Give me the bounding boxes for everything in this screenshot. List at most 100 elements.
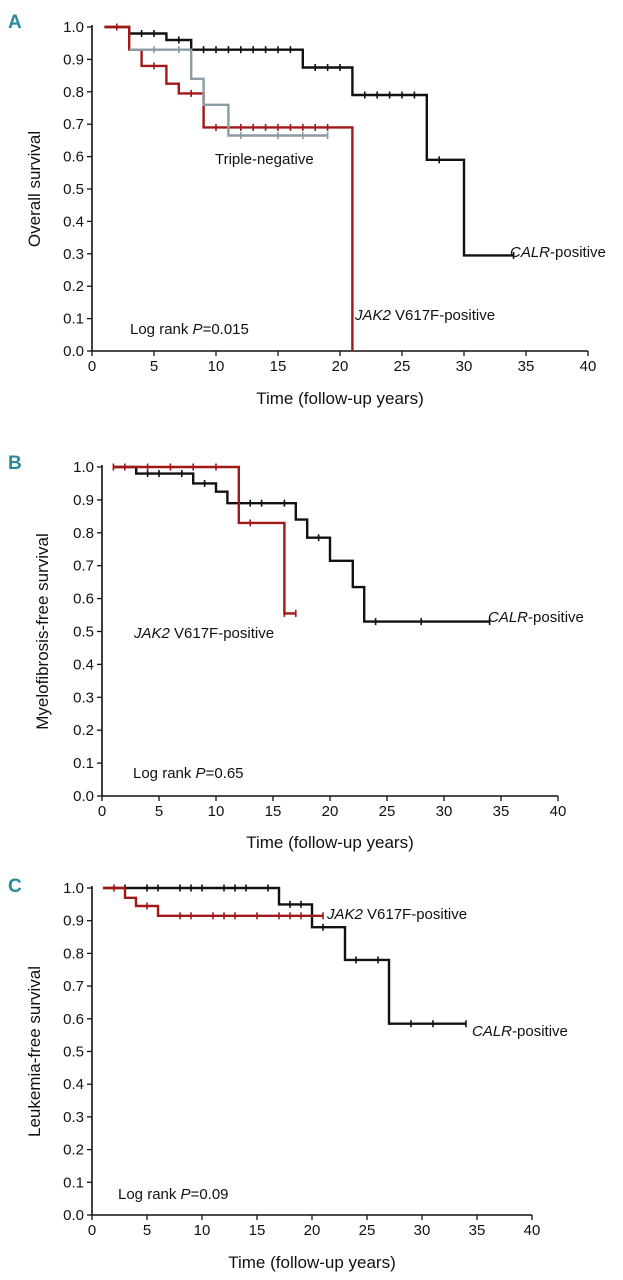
- log-rank-annotation: Log rank P=0.015: [130, 321, 249, 338]
- survival-step-line: [103, 886, 323, 917]
- y-tick-label: 0.6: [63, 1011, 84, 1028]
- panel-letter: B: [8, 453, 22, 474]
- y-tick-label: 0.9: [63, 51, 84, 68]
- y-tick-label: 0.5: [63, 181, 84, 198]
- y-tick-label: 0.0: [63, 1207, 84, 1224]
- series-label: CALR-positive: [510, 244, 606, 261]
- x-tick-label: 35: [469, 1222, 486, 1239]
- series-label-rest: -positive: [512, 1023, 568, 1040]
- x-tick-label: 15: [265, 803, 282, 820]
- y-tick-label: 1.0: [63, 880, 84, 897]
- y-tick-label: 0.4: [73, 656, 94, 673]
- series-label-rest: -positive: [550, 244, 606, 261]
- x-axis-title: Time (follow-up years): [228, 1253, 396, 1272]
- y-tick-label: 0.5: [73, 624, 94, 641]
- y-tick-label: 0.6: [63, 149, 84, 166]
- x-tick-label: 10: [194, 1222, 211, 1239]
- y-axis-title: Leukemia-free survival: [25, 966, 44, 1137]
- p-symbol: P: [193, 321, 203, 338]
- series-label-italic: CALR: [472, 1023, 512, 1040]
- x-tick-label: 0: [88, 1222, 96, 1239]
- x-tick-label: 40: [580, 358, 597, 375]
- series-label-italic: CALR: [488, 609, 528, 626]
- survival-step-line: [103, 886, 466, 1025]
- series-calr-positive: [103, 884, 467, 1028]
- series-label: CALR-positive: [488, 609, 584, 626]
- x-tick-label: 35: [493, 803, 510, 820]
- p-value: =0.09: [191, 1186, 229, 1203]
- y-tick-label: 0.7: [63, 978, 84, 995]
- survival-step-line: [104, 25, 354, 351]
- series-jak2-v617f-positive: [104, 23, 354, 351]
- y-tick-label: 0.5: [63, 1044, 84, 1061]
- x-tick-label: 30: [414, 1222, 431, 1239]
- series-label: JAK2 V617F-positive: [354, 307, 495, 324]
- log-rank-prefix: Log rank: [130, 321, 193, 338]
- x-tick-label: 20: [322, 803, 339, 820]
- y-tick-label: 0.3: [63, 1109, 84, 1126]
- y-tick-label: 0.4: [63, 213, 84, 230]
- series-label-rest: -positive: [528, 609, 584, 626]
- y-tick-label: 0.3: [73, 689, 94, 706]
- y-tick-label: 0.2: [63, 1142, 84, 1159]
- p-value: =0.015: [203, 321, 249, 338]
- survival-step-line: [113, 465, 296, 615]
- x-tick-label: 0: [98, 803, 106, 820]
- survival-step-line: [104, 25, 514, 257]
- series-label-italic: CALR: [510, 244, 550, 261]
- series-label: JAK2 V617F-positive: [133, 625, 274, 642]
- y-tick-label: 0.9: [63, 913, 84, 930]
- y-tick-label: 0.1: [73, 755, 94, 772]
- y-tick-label: 0.1: [63, 311, 84, 328]
- x-tick-label: 5: [155, 803, 163, 820]
- y-tick-label: 0.7: [63, 116, 84, 133]
- survival-step-line: [113, 465, 490, 623]
- x-tick-label: 10: [208, 803, 225, 820]
- x-tick-label: 25: [359, 1222, 376, 1239]
- panel-c: C 0.0 0.1 0.2 0.3 0.4 0.5 0.6 0.7 0.8 0.9 1.0 0 5 10 15…: [8, 876, 568, 1272]
- x-tick-label: 0: [88, 358, 96, 375]
- series-label: Triple-negative: [215, 151, 314, 168]
- x-tick-label: 15: [270, 358, 287, 375]
- x-tick-label: 5: [150, 358, 158, 375]
- panel-a: A 0.0 0.1 0.2 0.3 0.4 0.5 0.6 0.7 0.8 0.9 1.0 0 5 10 15…: [8, 12, 606, 408]
- x-tick-label: 5: [143, 1222, 151, 1239]
- series-triple-negative: [129, 46, 329, 140]
- y-axis-title: Overall survival: [25, 131, 44, 247]
- y-tick-label: 0.3: [63, 246, 84, 263]
- series-jak2-v617f-positive: [112, 463, 297, 617]
- series-label-rest: V617F-positive: [170, 625, 274, 642]
- series-label-italic: JAK2: [354, 307, 392, 324]
- survival-step-line: [129, 48, 328, 137]
- x-tick-label: 10: [208, 358, 225, 375]
- y-tick-label: 0.0: [63, 343, 84, 360]
- x-axis-title: Time (follow-up years): [246, 833, 414, 852]
- y-tick-label: 0.8: [63, 945, 84, 962]
- log-rank-prefix: Log rank: [133, 765, 196, 782]
- y-tick-label: 0.4: [63, 1076, 84, 1093]
- x-tick-label: 25: [394, 358, 411, 375]
- y-tick-label: 0.6: [73, 591, 94, 608]
- x-tick-label: 35: [518, 358, 535, 375]
- p-value: =0.65: [206, 765, 244, 782]
- panel-letter: C: [8, 876, 22, 897]
- series-label-rest: Triple-negative: [215, 151, 314, 168]
- y-tick-label: 0.8: [63, 84, 84, 101]
- x-tick-label: 40: [550, 803, 567, 820]
- log-rank-annotation: Log rank P=0.65: [133, 765, 244, 782]
- y-tick-label: 1.0: [63, 19, 84, 36]
- y-tick-label: 0.2: [73, 722, 94, 739]
- p-symbol: P: [181, 1186, 191, 1203]
- log-rank-prefix: Log rank: [118, 1186, 181, 1203]
- series-label-italic: JAK2: [326, 906, 364, 923]
- x-tick-label: 40: [524, 1222, 541, 1239]
- y-tick-label: 0.0: [73, 788, 94, 805]
- series-calr-positive: [113, 465, 491, 626]
- y-tick-label: 0.1: [63, 1174, 84, 1191]
- y-tick-label: 0.7: [73, 558, 94, 575]
- x-tick-label: 30: [436, 803, 453, 820]
- series-label: CALR-positive: [472, 1023, 568, 1040]
- y-tick-label: 1.0: [73, 459, 94, 476]
- x-tick-label: 20: [304, 1222, 321, 1239]
